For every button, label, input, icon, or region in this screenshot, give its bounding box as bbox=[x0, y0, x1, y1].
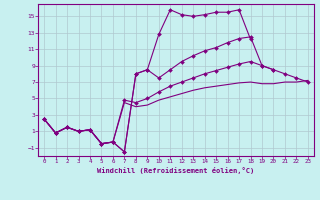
X-axis label: Windchill (Refroidissement éolien,°C): Windchill (Refroidissement éolien,°C) bbox=[97, 167, 255, 174]
